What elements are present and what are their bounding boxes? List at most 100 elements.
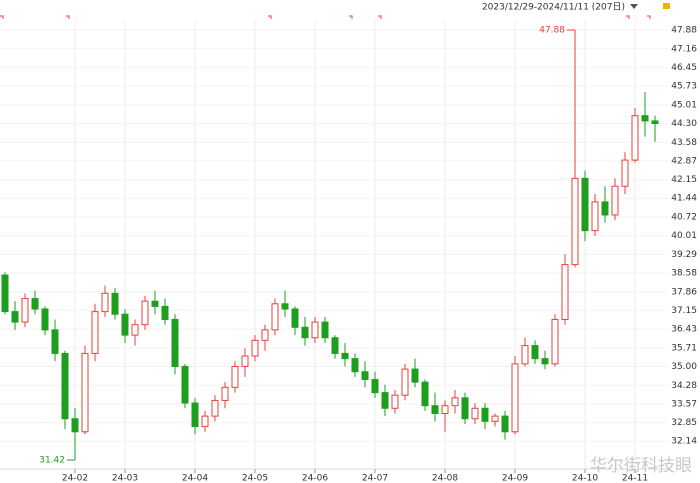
x-tick-label: 24-06 (302, 474, 328, 483)
x-tick-label: 24-03 (112, 474, 138, 483)
candle-body (561, 264, 569, 320)
candle-body (21, 298, 29, 323)
y-tick-label: 41.44 (671, 194, 697, 204)
y-tick-label: 44.30 (671, 119, 697, 129)
candle-body (401, 368, 409, 396)
x-tick-label: 24-08 (432, 474, 458, 483)
candle-body (451, 397, 459, 407)
x-tick-label: 24-02 (62, 474, 88, 483)
candle-body (461, 397, 469, 420)
candle-body (121, 313, 129, 336)
y-tick-label: 37.15 (671, 306, 697, 316)
candle-body (491, 415, 499, 422)
candle-body (301, 326, 309, 339)
candle-body (111, 292, 119, 315)
candle-body (131, 324, 139, 336)
candle-body (391, 394, 399, 409)
x-tick-label: 24-11 (622, 474, 648, 483)
candle-body (381, 392, 389, 409)
y-tick-label: 42.87 (671, 156, 697, 166)
y-tick-label: 35.00 (671, 362, 697, 372)
candle-body (31, 298, 39, 310)
candle-body (191, 402, 199, 428)
markers (0, 15, 651, 19)
candle-body (151, 300, 159, 307)
candle-body (141, 300, 149, 326)
candle-body (581, 177, 589, 232)
candle-body (441, 405, 449, 414)
candle-body (51, 329, 59, 354)
candle-body (551, 318, 559, 365)
candle-body (271, 303, 279, 331)
candle-body (71, 418, 79, 433)
candle-body (11, 311, 19, 323)
y-tick-label: 32.14 (671, 437, 697, 447)
candle-body (631, 115, 639, 161)
candle-body (591, 201, 599, 232)
y-tick-label: 47.16 (671, 44, 697, 54)
candle-body (601, 201, 609, 216)
candle-body (181, 365, 189, 404)
candle-body (331, 337, 339, 354)
candle-body (371, 379, 379, 394)
candle-body (311, 321, 319, 339)
x-tick-label: 24-04 (182, 474, 208, 483)
candle-body (41, 308, 49, 331)
candle-body (571, 177, 579, 266)
y-tick-label: 39.29 (671, 250, 697, 260)
y-tick-label: 35.71 (671, 343, 697, 353)
candle-body (221, 386, 229, 401)
candle-body (481, 407, 489, 422)
candle-body (291, 308, 299, 328)
candle-body (81, 352, 89, 433)
candle-body (361, 371, 369, 381)
candle-body (241, 355, 249, 367)
candle-body (611, 185, 619, 216)
candle-body (261, 329, 269, 341)
candle-body (281, 303, 289, 310)
y-tick-label: 45.73 (671, 82, 697, 92)
candle-body (341, 352, 349, 360)
lock-icon[interactable] (663, 3, 670, 9)
candle-body (541, 358, 549, 365)
candle-body (351, 358, 359, 373)
candle-body (411, 368, 419, 383)
candle-body (641, 115, 649, 122)
x-tick-label: 24-07 (362, 474, 388, 483)
annotation-label: 47.88 (539, 26, 565, 36)
candle-body (421, 381, 429, 407)
candle-body (161, 305, 169, 320)
candle-body (321, 321, 329, 339)
y-tick-label: 47.88 (671, 26, 697, 36)
annotation-label: 31.42 (39, 456, 65, 466)
date-range: 2023/12/29-2024/11/11 (207日) (482, 2, 625, 13)
y-tick-label: 37.86 (671, 287, 697, 297)
candle-body (1, 274, 9, 313)
y-tick-label: 40.01 (671, 231, 697, 241)
x-tick-label: 24-10 (572, 474, 598, 483)
y-tick-label: 32.85 (671, 418, 697, 428)
y-tick-label: 38.58 (671, 268, 697, 278)
candle-body (101, 292, 109, 313)
candle-body (531, 345, 539, 360)
y-tick-label: 34.28 (671, 381, 697, 391)
y-tick-label: 45.01 (671, 100, 697, 110)
candle-body (171, 318, 179, 367)
dropdown-icon[interactable] (630, 4, 638, 9)
y-tick-label: 40.72 (671, 213, 697, 223)
candle-body (621, 159, 629, 187)
x-tick-label: 24-05 (242, 474, 268, 483)
candle-body (521, 345, 529, 365)
y-tick-label: 46.45 (671, 63, 697, 73)
candle-body (501, 415, 509, 433)
y-tick-label: 36.43 (671, 325, 697, 335)
candle-body (471, 407, 479, 420)
candle-body (61, 352, 69, 420)
candle-body (231, 365, 239, 388)
candle-body (91, 311, 99, 354)
candle-body (511, 363, 519, 433)
watermark: 华尔街科技眼 (590, 456, 692, 476)
candle-body (201, 415, 209, 428)
